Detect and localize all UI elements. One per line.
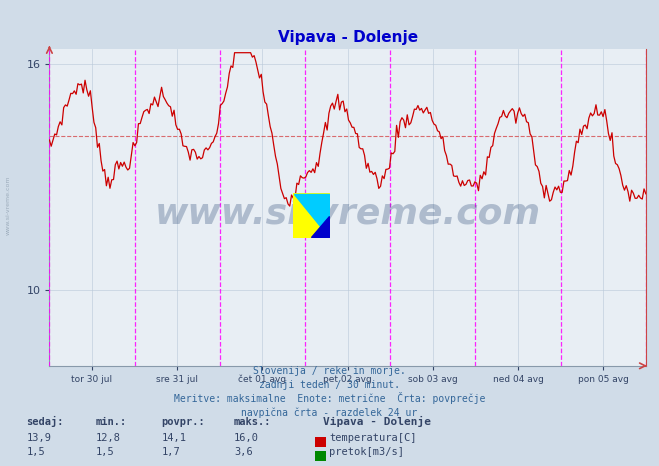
Text: www.si-vreme.com: www.si-vreme.com <box>155 197 540 231</box>
Text: pretok[m3/s]: pretok[m3/s] <box>330 447 405 457</box>
Text: www.si-vreme.com: www.si-vreme.com <box>5 175 11 235</box>
Text: 1,5: 1,5 <box>26 447 45 457</box>
Text: 1,5: 1,5 <box>96 447 114 457</box>
Text: Slovenija / reke in morje.: Slovenija / reke in morje. <box>253 366 406 376</box>
Text: 14,1: 14,1 <box>161 433 186 443</box>
Title: Vipava - Dolenje: Vipava - Dolenje <box>277 30 418 45</box>
Text: zadnji teden / 30 minut.: zadnji teden / 30 minut. <box>259 380 400 390</box>
Polygon shape <box>312 215 329 237</box>
Text: Meritve: maksimalne  Enote: metrične  Črta: povprečje: Meritve: maksimalne Enote: metrične Črta… <box>174 392 485 404</box>
Text: Vipava - Dolenje: Vipava - Dolenje <box>323 416 431 427</box>
Text: sedaj:: sedaj: <box>26 416 64 427</box>
Text: povpr.:: povpr.: <box>161 417 205 427</box>
Text: min.:: min.: <box>96 417 127 427</box>
Text: navpična črta - razdelek 24 ur: navpična črta - razdelek 24 ur <box>241 407 418 418</box>
Text: 3,6: 3,6 <box>234 447 252 457</box>
Text: 12,8: 12,8 <box>96 433 121 443</box>
Text: 13,9: 13,9 <box>26 433 51 443</box>
Text: temperatura[C]: temperatura[C] <box>330 433 417 443</box>
Text: 16,0: 16,0 <box>234 433 259 443</box>
Text: maks.:: maks.: <box>234 417 272 427</box>
Text: 1,7: 1,7 <box>161 447 180 457</box>
Polygon shape <box>294 194 329 237</box>
